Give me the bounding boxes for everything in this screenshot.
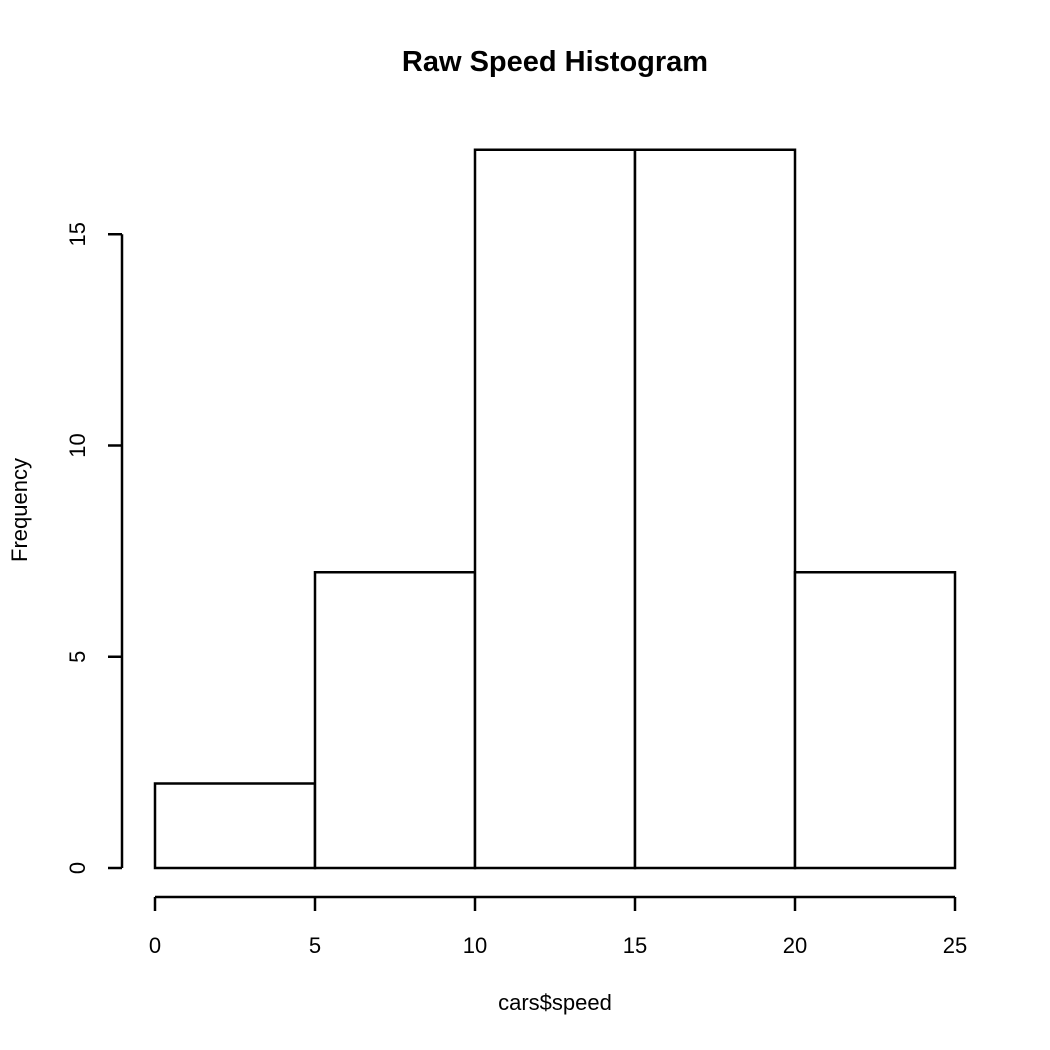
y-axis: 0 5 10 15	[65, 222, 124, 874]
x-tick-label: 0	[149, 933, 161, 958]
x-tick-label: 15	[623, 933, 647, 958]
y-axis-label: Frequency	[7, 458, 32, 562]
bars-group	[153, 148, 957, 870]
x-tick-label: 20	[783, 933, 807, 958]
x-tick-label: 5	[309, 933, 321, 958]
y-tick-label: 0	[65, 862, 90, 874]
histogram-bar	[313, 571, 477, 870]
x-tick-label: 10	[463, 933, 487, 958]
histogram-bar	[633, 148, 797, 870]
x-axis: 0 5 10 15 20 25	[149, 895, 967, 958]
x-tick-label: 25	[943, 933, 967, 958]
histogram-bar	[473, 148, 637, 870]
y-tick-label: 15	[65, 222, 90, 246]
y-tick-label: 5	[65, 651, 90, 663]
y-tick-label: 10	[65, 433, 90, 457]
histogram-bar	[153, 782, 317, 870]
chart-title: Raw Speed Histogram	[402, 46, 708, 78]
x-axis-label: cars$speed	[498, 990, 612, 1015]
histogram-bar	[793, 571, 957, 870]
